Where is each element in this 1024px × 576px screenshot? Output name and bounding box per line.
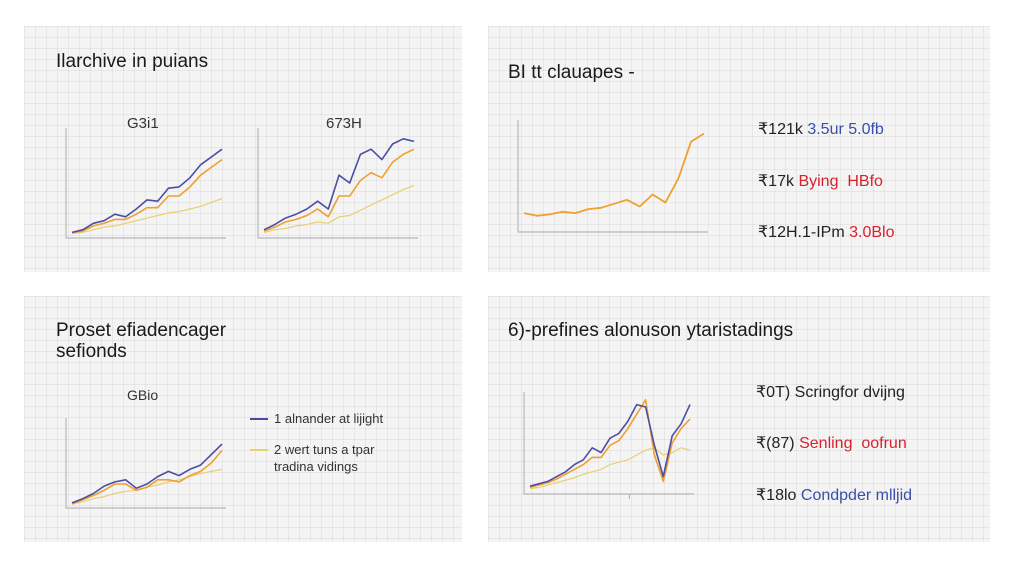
stat-row: ₹12H.1-IPm 3.0Blo (758, 222, 894, 242)
stat-value: Scringfor dvijng (794, 384, 905, 401)
series-line-1 (263, 138, 415, 231)
line-chart-volatile (523, 392, 694, 499)
series-line-2 (529, 399, 691, 489)
series-line-2 (71, 158, 223, 234)
panel-title: Ilarchive in puians (56, 51, 209, 72)
legend-label: 1 alnander at lijight (274, 411, 384, 426)
series-line-3 (263, 185, 415, 233)
series-line-3 (71, 198, 223, 235)
stat-prefix: ₹18lo (756, 487, 797, 504)
chart-label: G3i1 (127, 115, 159, 132)
stat-prefix: ₹0T) (756, 384, 791, 401)
stat-prefix: ₹121k (758, 121, 803, 138)
panel-bottom-right: 6)-prefines alonuson ytaristadings ₹0T) … (488, 296, 990, 542)
chart-axis (257, 128, 418, 239)
line-chart-single (517, 120, 708, 233)
stat-prefix: ₹12H.1-IPm (758, 224, 845, 241)
series-line-3 (529, 447, 691, 490)
legend-item: 2 wert tuns a tpar tradina vidings (250, 441, 383, 475)
legend-swatch (250, 449, 268, 451)
chart-label: GBio (127, 387, 159, 403)
panel-title-line1: Proset efiadencager (56, 320, 227, 341)
chart-axis (65, 418, 226, 509)
stat-prefix: ₹(87) (756, 435, 795, 452)
legend-label-line2: tradina vidings (274, 459, 358, 474)
series-line-2 (263, 148, 415, 232)
panel-top-right: BI tt clauapes - ₹121k 3.5ur 5.0fb ₹17k … (488, 26, 990, 272)
line-chart-g3i1 (65, 128, 226, 239)
panel-bottom-left: Proset efiadencager sefionds GBio 1 alna… (24, 296, 462, 542)
series-line-1 (529, 403, 691, 487)
stat-value: Senling oofrun (799, 435, 907, 452)
chart-label: 673H (326, 115, 362, 132)
stat-row: ₹(87) Senling oofrun (756, 433, 907, 453)
legend: 1 alnander at lijight 2 wert tuns a tpar… (250, 410, 383, 475)
stat-value: Condpder mlljid (800, 487, 913, 504)
chart-axis (65, 128, 226, 239)
stat-value: Bying HBfo (798, 173, 883, 190)
legend-label: 2 wert tuns a tpar (274, 442, 375, 457)
line-chart-673h (257, 128, 418, 239)
line-chart-gbio (65, 418, 226, 509)
stat-row: ₹121k 3.5ur 5.0fb (758, 119, 884, 139)
chart-axis (517, 120, 708, 233)
stat-row: ₹0T) Scringfor dvijng (756, 382, 905, 402)
stat-value: 3.5ur 5.0fb (807, 121, 884, 138)
stat-value: 3.0Blo (849, 224, 895, 241)
panel-title: BI tt clauapes - (508, 62, 635, 83)
chart-axis (523, 392, 694, 495)
stat-row: ₹18lo Condpder mlljid (756, 485, 912, 505)
stat-prefix: ₹17k (758, 173, 794, 190)
panel-top-left: Ilarchive in puians G3i1 673H (24, 26, 462, 272)
stat-row: ₹17k Bying HBfo (758, 171, 883, 191)
panel-title: 6)-prefines alonuson ytaristadings (508, 320, 794, 341)
series-line-1 (71, 443, 223, 504)
legend-item: 1 alnander at lijight (250, 410, 383, 427)
series-line-1 (523, 132, 705, 217)
legend-swatch (250, 418, 268, 420)
series-line-2 (71, 449, 223, 505)
series-line-1 (71, 148, 223, 234)
panel-title-line2: sefionds (56, 341, 127, 362)
